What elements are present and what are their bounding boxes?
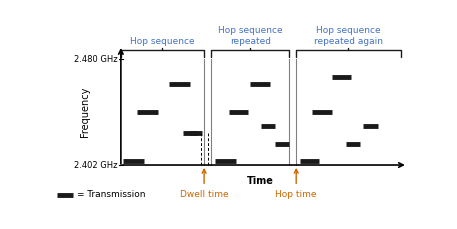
Text: Hop time: Hop time [276,190,317,199]
Text: = Transmission: = Transmission [77,191,145,199]
Text: Hop sequence: Hop sequence [130,37,195,46]
Text: 2.480 GHz: 2.480 GHz [74,55,117,64]
Text: Hop sequence
repeated: Hop sequence repeated [218,26,282,46]
Text: Dwell time: Dwell time [180,190,228,199]
Text: 2.402 GHz: 2.402 GHz [74,161,117,169]
Text: Frequency: Frequency [80,87,90,137]
Text: Time: Time [247,176,274,186]
Text: Hop sequence
repeated again: Hop sequence repeated again [314,26,383,46]
